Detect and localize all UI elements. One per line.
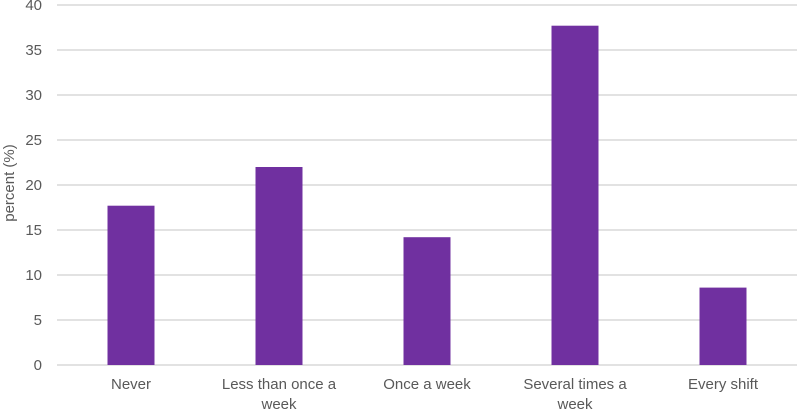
y-tick-label: 10 — [25, 267, 42, 284]
y-tick-label: 5 — [34, 312, 42, 329]
bar — [403, 237, 451, 365]
y-tick-label: 0 — [34, 357, 42, 374]
gridlines — [57, 4, 797, 366]
bar — [551, 25, 599, 365]
bars — [107, 25, 747, 365]
y-tick-label: 40 — [25, 0, 42, 14]
x-tick-label: Several times a week — [523, 376, 627, 411]
x-tick-label: Never — [111, 376, 151, 393]
x-tick-label: Once a week — [383, 376, 471, 393]
bar — [255, 167, 303, 365]
y-tick-label: 20 — [25, 177, 42, 194]
x-tick-label: Less than once a week — [222, 376, 337, 411]
y-tick-label: 30 — [25, 87, 42, 104]
bar — [699, 287, 747, 365]
y-axis-ticks: 0 5 10 15 20 25 30 35 40 — [25, 0, 42, 374]
x-axis-ticks: Never Less than once a week Once a week Seve… — [111, 376, 759, 411]
y-tick-label: 15 — [25, 222, 42, 239]
y-axis-title: percent (%) — [1, 144, 18, 222]
y-tick-label: 25 — [25, 132, 42, 149]
bar — [107, 205, 155, 365]
y-tick-label: 35 — [25, 42, 42, 59]
x-tick-label: Every shift — [688, 376, 759, 393]
